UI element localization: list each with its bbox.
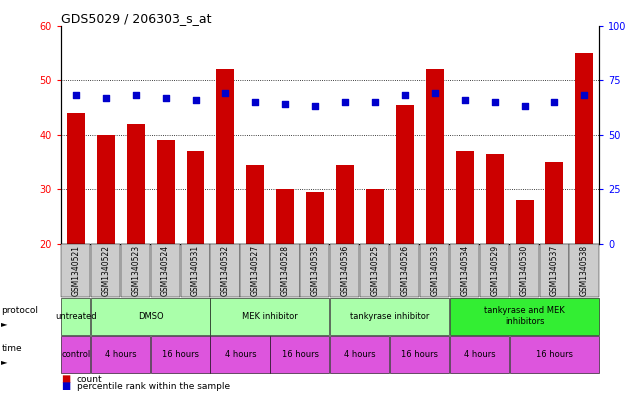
Bar <box>127 124 145 244</box>
Bar <box>576 53 594 244</box>
Text: untreated: untreated <box>55 312 97 321</box>
Point <box>549 99 560 105</box>
Text: GSM1340521: GSM1340521 <box>71 245 80 296</box>
Text: GSM1340538: GSM1340538 <box>580 244 589 296</box>
Text: percentile rank within the sample: percentile rank within the sample <box>77 382 230 391</box>
Point <box>490 99 500 105</box>
Text: ►: ► <box>1 357 8 366</box>
Point <box>280 101 290 107</box>
Text: 4 hours: 4 hours <box>464 350 495 359</box>
Text: GSM1340530: GSM1340530 <box>520 244 529 296</box>
Bar <box>426 69 444 244</box>
Bar <box>545 162 563 244</box>
Point <box>190 97 201 103</box>
Text: 16 hours: 16 hours <box>162 350 199 359</box>
Bar <box>217 69 235 244</box>
Point <box>160 94 171 101</box>
Point <box>519 103 529 109</box>
Text: GSM1340535: GSM1340535 <box>311 244 320 296</box>
Text: count: count <box>77 375 103 384</box>
Text: GSM1340522: GSM1340522 <box>101 245 110 296</box>
Bar <box>515 200 533 244</box>
Text: GSM1340525: GSM1340525 <box>370 244 379 296</box>
Text: 4 hours: 4 hours <box>105 350 137 359</box>
Point <box>310 103 320 109</box>
Bar <box>67 113 85 244</box>
Text: GDS5029 / 206303_s_at: GDS5029 / 206303_s_at <box>61 12 212 25</box>
Text: ■: ■ <box>61 375 70 384</box>
Text: ■: ■ <box>61 381 70 391</box>
Text: DMSO: DMSO <box>138 312 163 321</box>
Text: 4 hours: 4 hours <box>224 350 256 359</box>
Bar <box>486 154 504 244</box>
Point <box>370 99 380 105</box>
Text: time: time <box>1 344 22 353</box>
Point <box>400 92 410 99</box>
Text: GSM1340536: GSM1340536 <box>340 244 349 296</box>
Text: 16 hours: 16 hours <box>281 350 319 359</box>
Text: GSM1340532: GSM1340532 <box>221 244 230 296</box>
Text: GSM1340534: GSM1340534 <box>460 244 469 296</box>
Text: GSM1340533: GSM1340533 <box>430 244 439 296</box>
Bar <box>276 189 294 244</box>
Text: tankyrase inhibitor: tankyrase inhibitor <box>350 312 429 321</box>
Text: GSM1340527: GSM1340527 <box>251 244 260 296</box>
Point <box>429 90 440 96</box>
Text: GSM1340526: GSM1340526 <box>401 244 410 296</box>
Text: GSM1340528: GSM1340528 <box>281 245 290 296</box>
Text: control: control <box>62 350 90 359</box>
Point <box>250 99 260 105</box>
Bar <box>396 105 414 244</box>
Point <box>71 92 81 99</box>
Bar <box>306 192 324 244</box>
Point <box>579 92 590 99</box>
Text: MEK inhibitor: MEK inhibitor <box>242 312 298 321</box>
Text: GSM1340524: GSM1340524 <box>161 244 170 296</box>
Point <box>131 92 141 99</box>
Point <box>460 97 470 103</box>
Text: 16 hours: 16 hours <box>536 350 573 359</box>
Text: GSM1340537: GSM1340537 <box>550 244 559 296</box>
Text: ►: ► <box>1 319 8 328</box>
Text: 16 hours: 16 hours <box>401 350 438 359</box>
Bar <box>456 151 474 244</box>
Text: protocol: protocol <box>1 306 38 315</box>
Text: GSM1340531: GSM1340531 <box>191 244 200 296</box>
Text: 4 hours: 4 hours <box>344 350 376 359</box>
Bar <box>336 165 354 244</box>
Point <box>221 90 231 96</box>
Bar <box>246 165 264 244</box>
Point <box>101 94 111 101</box>
Bar <box>97 134 115 244</box>
Bar <box>366 189 384 244</box>
Bar <box>187 151 204 244</box>
Text: GSM1340529: GSM1340529 <box>490 244 499 296</box>
Point <box>340 99 350 105</box>
Text: GSM1340523: GSM1340523 <box>131 244 140 296</box>
Text: tankyrase and MEK
inhibitors: tankyrase and MEK inhibitors <box>484 307 565 326</box>
Bar <box>156 140 174 244</box>
